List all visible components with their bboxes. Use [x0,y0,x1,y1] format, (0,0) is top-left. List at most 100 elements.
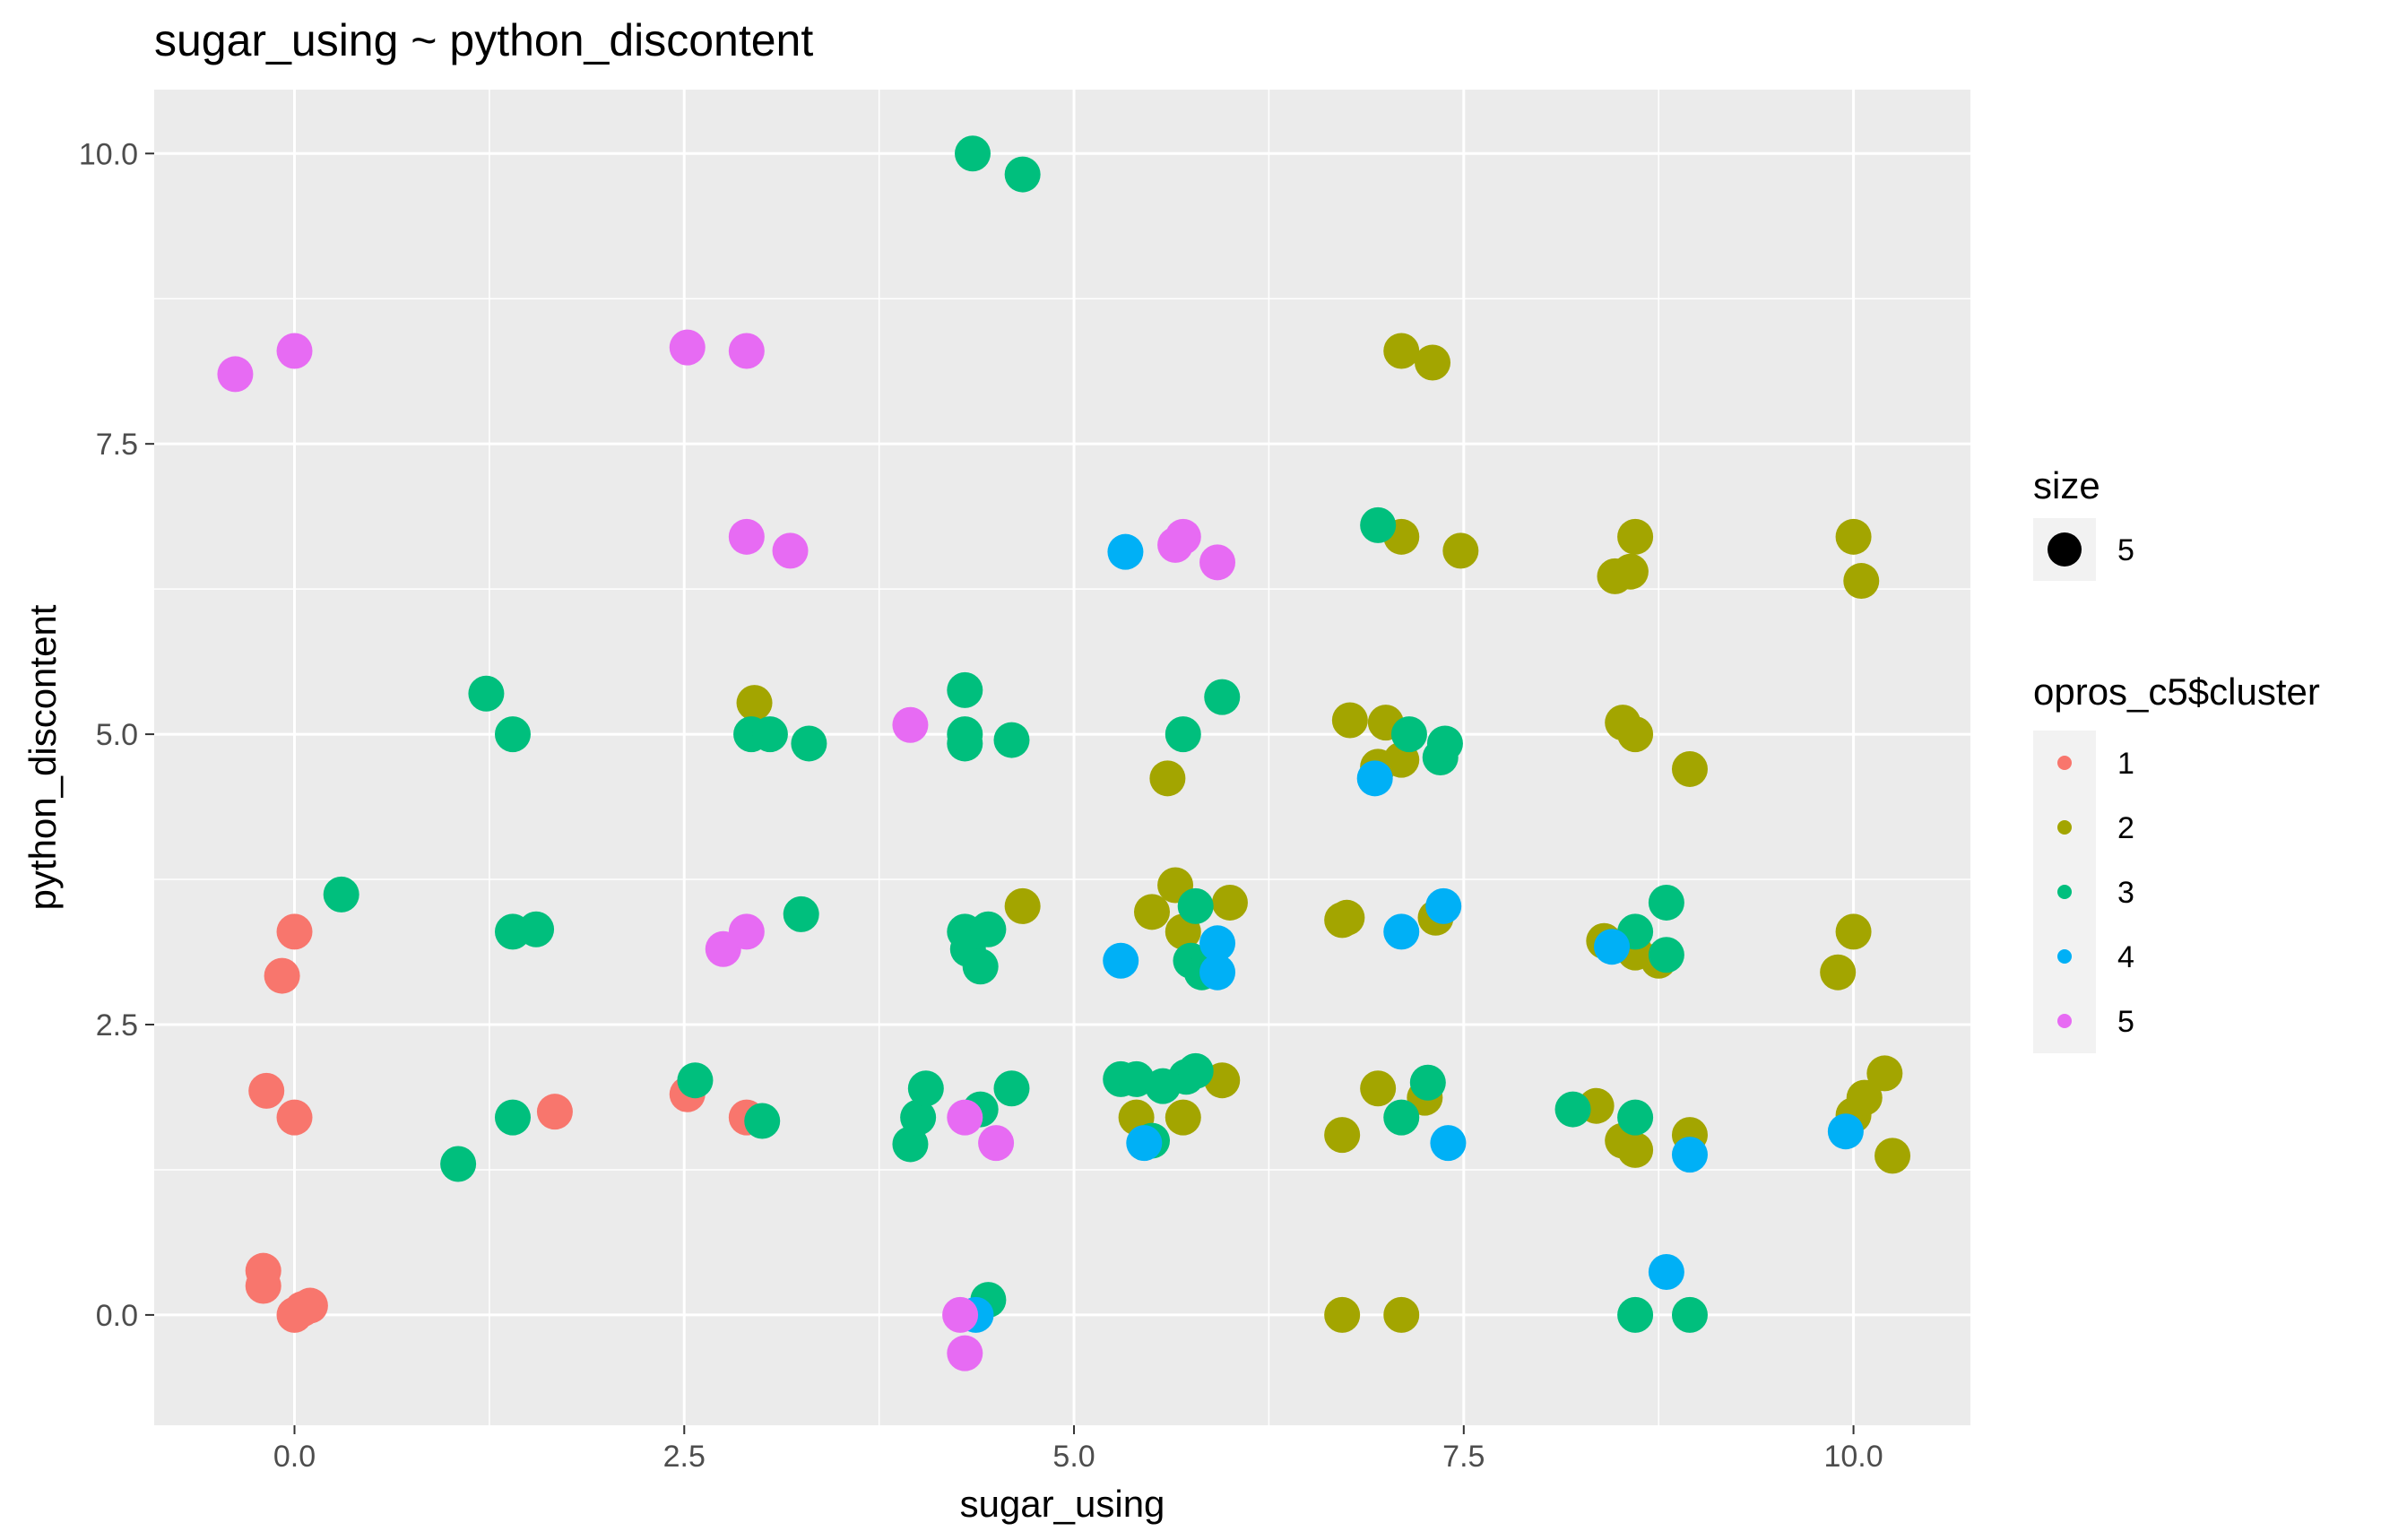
data-point [1415,344,1451,381]
data-point [993,722,1030,758]
data-point [1165,1099,1201,1136]
data-point [1103,942,1139,979]
data-point [1133,894,1170,930]
data-point [728,913,765,950]
legend-size-label: 5 [2117,533,2134,567]
data-point [1177,887,1214,924]
data-point [1617,518,1654,555]
data-point [1594,929,1631,965]
data-point [323,876,359,913]
data-point [217,356,254,393]
data-point [1199,925,1236,962]
x-tick-label: 0.0 [273,1440,316,1474]
data-point [494,716,531,753]
data-point [1671,1296,1708,1333]
data-point [518,911,555,947]
data-point [970,911,1007,947]
data-point [907,1070,944,1107]
data-point [1874,1138,1911,1174]
data-point [1199,954,1236,991]
data-point [264,957,300,994]
data-point [1617,716,1654,753]
data-point [1004,156,1041,193]
data-point [751,716,788,753]
data-point [1177,1052,1214,1089]
data-point [978,1125,1015,1162]
data-point [1204,679,1241,715]
y-tick-label: 5.0 [96,718,138,752]
data-point [276,1099,313,1136]
data-point [744,1103,781,1139]
data-point [993,1070,1030,1107]
data-point [1617,1099,1654,1136]
data-point [1199,544,1236,581]
data-point [248,1072,285,1109]
data-point [728,518,765,555]
data-point [1331,702,1368,739]
x-tick-label: 7.5 [1442,1440,1485,1474]
data-point [1107,533,1144,570]
data-point [276,913,313,950]
data-point [1671,750,1708,787]
data-point [440,1146,477,1182]
plot-panel [154,90,1970,1425]
x-tick-label: 5.0 [1052,1440,1095,1474]
data-point [947,716,983,753]
data-point [1324,1117,1361,1154]
legend-entry-label: 2 [2117,811,2134,845]
data-point [677,1062,714,1099]
legend-entry-label: 3 [2117,876,2134,910]
x-axis-title: sugar_using [960,1483,1165,1525]
data-point [772,532,809,569]
data-point [669,329,706,366]
y-axis-title: python_discontent [22,604,64,910]
data-point [1425,887,1462,924]
data-point [1648,884,1684,921]
data-point [1383,1099,1420,1136]
data-point [955,135,991,172]
data-point [1648,937,1684,973]
data-point [1004,887,1041,924]
data-point [1846,1079,1883,1116]
data-point [536,1094,573,1130]
data-point [284,1291,321,1328]
legend-color-entries: 1 2 3 4 5 [2033,731,2134,1053]
data-point [1554,1091,1591,1128]
y-tick-label: 10.0 [79,137,138,171]
data-point [1165,716,1201,753]
data-point [1843,563,1880,600]
x-tick-label: 2.5 [663,1440,706,1474]
data-point [783,895,819,932]
data-point [1430,1125,1467,1162]
data-point [947,671,983,708]
data-point [1648,1253,1684,1290]
data-point [1827,1113,1864,1150]
data-point [1324,1296,1361,1333]
legend-entry-label: 5 [2117,1005,2134,1039]
y-axis-ticks: 0.0 2.5 5.0 7.5 10.0 [79,137,154,1333]
data-point [1383,913,1420,950]
legend-key-dot [2057,885,2072,899]
data-point [947,1099,983,1136]
data-point [942,1296,979,1333]
data-point [276,333,313,369]
legend-key-dot [2057,756,2072,770]
y-tick-label: 7.5 [96,428,138,462]
data-point [1329,899,1365,936]
legend-key-dot [2057,949,2072,964]
data-point [494,1099,531,1136]
data-point [1149,760,1186,797]
data-point [791,725,827,762]
chart-title: sugar_using ~ python_discontent [154,15,813,65]
data-point [892,706,929,743]
legend-size-title: size [2033,464,2100,506]
data-point [1383,333,1420,369]
data-point [1617,1131,1654,1168]
legend-size-dot [2048,532,2082,567]
legend-entry-label: 4 [2117,940,2134,974]
data-point [1820,954,1857,991]
data-point [947,1335,983,1371]
legend-key-dot [2057,1014,2072,1028]
data-point [1165,518,1201,555]
